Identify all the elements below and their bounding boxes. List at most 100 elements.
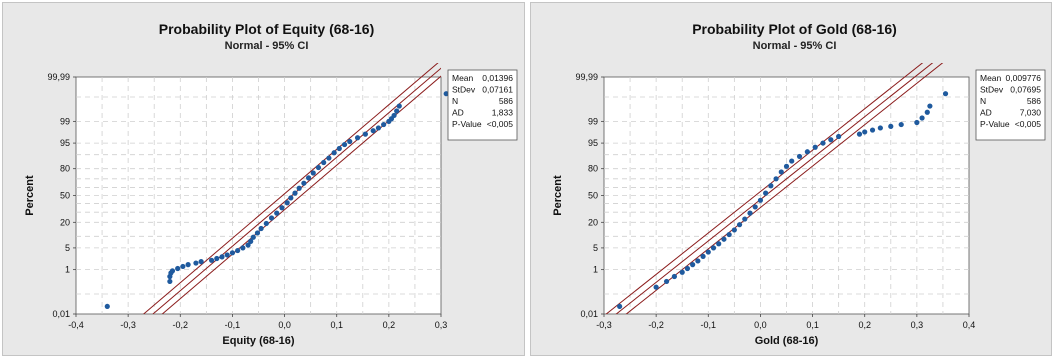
data-point [690, 262, 696, 268]
stats-value: 0,07695 [1010, 85, 1041, 95]
data-point [219, 254, 225, 260]
stats-label: AD [980, 108, 992, 118]
data-point [375, 125, 382, 131]
data-point [331, 150, 337, 156]
y-tick-label: 80 [60, 164, 70, 174]
y-tick-label: 95 [60, 138, 70, 148]
chart-subtitle: Normal - 95% CI [225, 40, 309, 52]
data-point [224, 252, 230, 258]
stats-label: P-Value [980, 119, 1010, 129]
y-tick-label: 80 [588, 164, 598, 174]
data-point [198, 259, 204, 265]
data-point [653, 284, 659, 290]
data-point [214, 255, 220, 262]
data-point [104, 303, 110, 310]
data-point [898, 121, 904, 128]
data-point [710, 245, 717, 251]
data-point [169, 268, 176, 274]
y-tick-label: 1 [593, 265, 598, 275]
data-point [248, 238, 254, 244]
data-point [268, 215, 275, 221]
data-point [617, 303, 623, 310]
x-tick-label: 0,0 [278, 320, 291, 330]
data-point [747, 210, 753, 216]
data-point [716, 241, 722, 247]
data-point [175, 265, 181, 272]
data-point [288, 195, 294, 201]
x-axis-label: Equity (68-16) [222, 335, 294, 347]
data-point [296, 185, 302, 191]
data-point [778, 169, 784, 175]
data-point [783, 163, 790, 169]
data-point [726, 231, 732, 238]
y-tick-label: 95 [588, 138, 598, 148]
x-axis-label: Gold (68-16) [755, 335, 819, 347]
y-tick-label: 50 [60, 191, 70, 201]
x-tick-label: 0,4 [963, 320, 976, 330]
equity-probability-plot-panel: Probability Plot of Equity (68-16) Normal… [2, 2, 525, 356]
y-tick-label: 99 [588, 116, 598, 126]
data-point [354, 135, 361, 141]
data-point [326, 155, 332, 161]
data-point [679, 269, 685, 275]
data-point [284, 200, 290, 206]
x-tick-label: 0,2 [858, 320, 871, 330]
data-point [208, 257, 215, 263]
data-point [279, 205, 285, 211]
data-point [347, 138, 353, 145]
data-point [768, 183, 774, 189]
data-point [773, 176, 779, 182]
x-tick-label: 0,2 [383, 320, 396, 330]
chart-subtitle: Normal - 95% CI [753, 40, 837, 52]
data-point [721, 236, 727, 242]
chart-title: Probability Plot of Gold (68-16) [692, 21, 897, 37]
y-tick-label: 20 [60, 217, 70, 227]
gold-probability-plot-panel: Probability Plot of Gold (68-16) Normal -… [530, 2, 1052, 356]
data-point [789, 158, 795, 164]
data-point [700, 253, 706, 259]
data-point [263, 220, 269, 227]
stats-value: 7,030 [1020, 108, 1042, 118]
y-tick-label: 5 [65, 243, 70, 253]
data-point [731, 227, 737, 233]
data-point [804, 149, 810, 155]
ci-lower-line [142, 63, 439, 314]
data-point [684, 265, 691, 272]
y-tick-label: 99,99 [575, 72, 598, 82]
x-tick-label: 0,3 [435, 320, 448, 330]
data-point [180, 263, 186, 270]
data-point [752, 204, 758, 210]
data-point [862, 129, 868, 135]
x-tick-label: -0,3 [596, 320, 612, 330]
y-tick-label: 0,01 [580, 309, 598, 319]
data-point [820, 140, 826, 146]
data-point [796, 153, 803, 160]
y-tick-label: 50 [588, 191, 598, 201]
stats-box [447, 69, 518, 141]
data-point [812, 144, 818, 150]
data-point [167, 278, 173, 285]
data-point [391, 112, 397, 119]
stats-value: <0,005 [1015, 119, 1042, 129]
x-tick-label: 0,1 [806, 320, 819, 330]
y-tick-label: 0,01 [52, 309, 70, 319]
stats-box [975, 69, 1046, 141]
y-tick-label: 99 [60, 116, 70, 126]
data-point [229, 250, 236, 256]
ci-upper-line [161, 75, 441, 314]
stats-label: N [452, 96, 458, 106]
stats-value: 0,009776 [1006, 73, 1042, 83]
stats-value: 586 [499, 96, 513, 106]
data-point [705, 249, 711, 255]
data-point [321, 159, 327, 166]
data-point [888, 123, 894, 129]
stats-label: AD [452, 108, 464, 118]
data-point [315, 164, 322, 171]
stats-label: Mean [452, 73, 474, 83]
x-tick-label: -0,2 [648, 320, 664, 330]
chart-title: Probability Plot of Equity (68-16) [159, 21, 374, 37]
data-point [663, 278, 670, 285]
data-point [828, 137, 834, 143]
data-point [185, 262, 191, 268]
ci-lower-line [605, 63, 924, 314]
